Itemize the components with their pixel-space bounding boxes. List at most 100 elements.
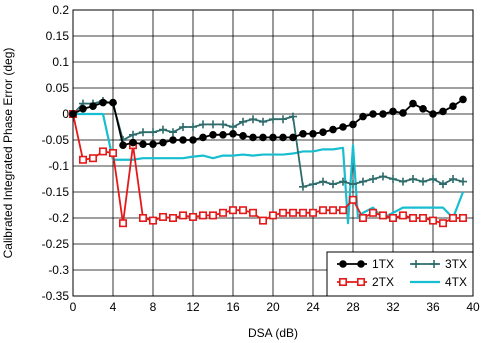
- data-point-3tx: [319, 177, 327, 186]
- data-point-2tx: [159, 212, 168, 221]
- data-point-2tx: [89, 154, 98, 163]
- data-point-2tx: [239, 206, 248, 215]
- data-point-3tx: [329, 180, 337, 189]
- data-point-2tx: [358, 214, 367, 223]
- data-point-1tx: [459, 95, 467, 104]
- legend: 1TX 3TX 2TX 4TX: [326, 251, 474, 297]
- data-point-1tx: [379, 110, 387, 118]
- legend-marker-2tx: [356, 277, 365, 286]
- data-point-1tx: [389, 107, 397, 116]
- data-point-1tx: [359, 112, 367, 121]
- x-tick-label: 4: [110, 300, 117, 314]
- series-1tx: [69, 95, 467, 149]
- x-tick-label: 20: [266, 300, 280, 314]
- y-tick-label: -0.2: [48, 211, 69, 225]
- data-point-3tx: [369, 175, 377, 183]
- data-point-1tx: [229, 129, 237, 138]
- data-point-2tx: [139, 214, 148, 223]
- plot-frame: [72, 9, 474, 297]
- data-point-1tx: [409, 99, 417, 108]
- data-point-3tx: [439, 180, 447, 189]
- data-point-3tx: [269, 115, 277, 124]
- data-point-1tx: [269, 133, 277, 142]
- data-point-3tx: [179, 123, 187, 131]
- y-tick-label: -0.25: [42, 237, 70, 251]
- data-point-1tx: [199, 133, 207, 142]
- data-point-2tx: [209, 211, 218, 220]
- data-point-2tx: [368, 208, 377, 217]
- data-point-3tx: [169, 128, 177, 137]
- data-point-1tx: [309, 129, 317, 138]
- data-point-1tx: [89, 102, 97, 110]
- data-point-1tx: [429, 110, 437, 118]
- data-point-1tx: [179, 136, 187, 144]
- data-point-2tx: [408, 214, 417, 223]
- data-point-2tx: [318, 206, 327, 215]
- y-axis-title: Calibrated Integrated Phase Error (deg): [1, 48, 15, 259]
- data-point-1tx: [119, 141, 127, 149]
- series-line-4tx: [73, 112, 465, 225]
- data-point-3tx: [229, 123, 237, 131]
- data-point-3tx: [389, 175, 397, 183]
- data-point-1tx: [449, 102, 457, 110]
- data-point-2tx: [169, 214, 178, 223]
- legend-item-3tx: 3TX: [410, 257, 467, 271]
- data-point-1tx: [139, 140, 147, 148]
- x-tick-label: 32: [386, 300, 400, 314]
- data-point-3tx: [349, 180, 357, 189]
- data-point-1tx: [399, 109, 407, 117]
- series-line-1tx: [72, 98, 464, 147]
- tick-layer: 0 4 8 12 16 20 24 28 32 36 40 0.2 0.15 0.1 0.05 0 -0.05 -…: [42, 3, 480, 314]
- data-point-3tx: [149, 128, 157, 137]
- data-point-1tx: [439, 107, 447, 116]
- data-point-2tx: [438, 219, 447, 228]
- series-line-2tx: [72, 113, 463, 225]
- data-point-2tx: [448, 214, 457, 223]
- legend-box: [326, 251, 474, 297]
- data-point-1tx: [189, 136, 197, 144]
- x-tick-label: 8: [150, 300, 157, 314]
- y-tick-label: -0.05: [42, 133, 70, 147]
- legend-item-4tx: 4TX: [410, 275, 467, 289]
- data-point-1tx: [329, 125, 337, 134]
- data-point-1tx: [369, 110, 377, 118]
- data-point-3tx: [279, 115, 287, 124]
- data-point-3tx: [449, 175, 457, 183]
- data-point-3tx: [189, 123, 197, 131]
- y-tick-label: -0.3: [48, 263, 69, 277]
- data-point-3tx: [219, 120, 227, 129]
- data-point-1tx: [319, 128, 327, 136]
- data-point-2tx: [99, 147, 108, 156]
- legend-marker-2tx: [338, 277, 347, 286]
- data-point-2tx: [388, 214, 397, 223]
- series-layer: [69, 95, 467, 228]
- data-point-2tx: [109, 149, 118, 158]
- y-tick-label: -0.35: [42, 289, 70, 303]
- data-point-1tx: [129, 138, 137, 147]
- legend-label-1tx: 1TX: [372, 257, 394, 271]
- data-point-3tx: [239, 117, 247, 126]
- data-point-2tx: [338, 206, 347, 215]
- data-point-1tx: [249, 133, 257, 142]
- data-point-1tx: [169, 136, 177, 144]
- data-point-2tx: [458, 214, 467, 223]
- data-point-3tx: [289, 112, 297, 121]
- data-point-1tx: [419, 105, 427, 113]
- x-axis-title: DSA (dB): [248, 326, 298, 340]
- data-point-2tx: [298, 208, 307, 217]
- x-tick-label: 40: [466, 300, 480, 314]
- legend-label-4tx: 4TX: [445, 275, 467, 289]
- data-point-3tx: [419, 177, 427, 186]
- data-point-1tx: [149, 140, 157, 148]
- data-point-3tx: [359, 177, 367, 186]
- data-point-3tx: [129, 130, 137, 139]
- data-point-3tx: [139, 128, 147, 137]
- data-point-2tx: [79, 155, 88, 164]
- data-point-3tx: [259, 117, 267, 126]
- data-point-1tx: [259, 133, 267, 142]
- data-point-3tx: [379, 172, 387, 181]
- x-tick-label: 24: [306, 300, 320, 314]
- data-point-1tx: [239, 132, 247, 140]
